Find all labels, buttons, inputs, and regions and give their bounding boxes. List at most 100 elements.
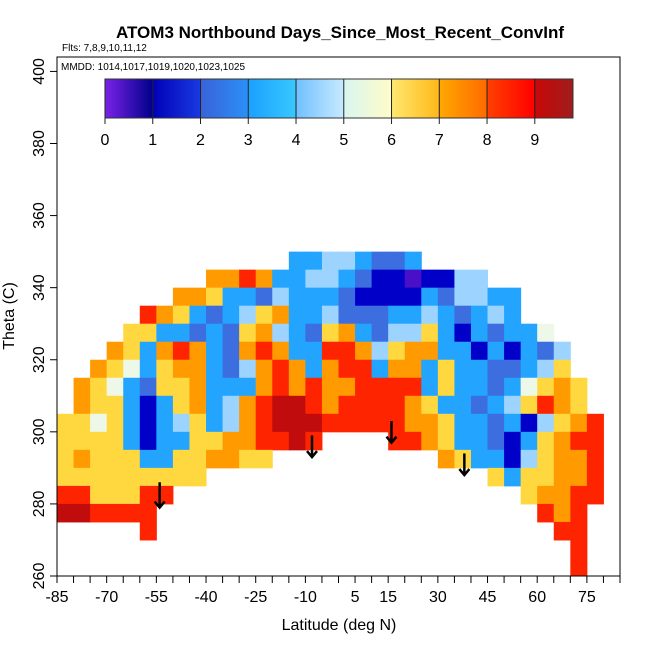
colorbar-bin: [152, 79, 201, 118]
heatmap-cell: [321, 341, 339, 361]
heatmap-cell: [189, 449, 207, 469]
heatmap-cell: [437, 305, 455, 325]
heatmap-cell: [553, 521, 571, 541]
heatmap-cell: [106, 467, 124, 487]
heatmap-cell: [454, 305, 472, 325]
heatmap-cell: [172, 305, 190, 325]
heatmap-cell: [222, 287, 240, 307]
heatmap-cell: [255, 323, 273, 343]
heatmap-cell: [255, 449, 273, 469]
heatmap-cell: [206, 287, 224, 307]
colorbar-bin: [200, 79, 249, 118]
heatmap-cell: [272, 413, 290, 433]
heatmap-cell: [437, 323, 455, 343]
heatmap-cell: [487, 431, 505, 451]
heatmap-cell: [520, 359, 538, 379]
heatmap-cell: [206, 377, 224, 397]
heatmap-cell: [537, 467, 555, 487]
arrow-head: [153, 500, 166, 510]
heatmap-cell: [537, 413, 555, 433]
heatmap-cell: [239, 323, 257, 343]
heatmap-cell: [123, 323, 141, 343]
heatmap-cell: [189, 359, 207, 379]
heatmap-cell: [73, 431, 91, 451]
heatmap-cell: [206, 395, 224, 415]
heatmap-cell: [355, 395, 373, 415]
heatmap-cell: [371, 341, 389, 361]
heatmap-cell: [305, 251, 323, 271]
heatmap-cell: [454, 359, 472, 379]
heatmap-cell: [355, 287, 373, 307]
heatmap-cell: [272, 431, 290, 451]
heatmap-cell: [321, 413, 339, 433]
heatmap-cell: [388, 377, 406, 397]
heatmap-cell: [355, 305, 373, 325]
heatmap-cell: [288, 359, 306, 379]
heatmap-cell: [586, 413, 604, 433]
heatmap-cell: [305, 305, 323, 325]
heatmap-cell: [388, 287, 406, 307]
heatmap-cell: [139, 521, 157, 541]
heatmap-cell: [321, 269, 339, 289]
heatmap-cell: [73, 395, 91, 415]
heatmap-cell: [90, 485, 108, 505]
heatmap-cell: [371, 287, 389, 307]
heatmap-cell: [189, 431, 207, 451]
x-tick-label: -40: [194, 589, 217, 606]
heatmap-cell: [470, 305, 489, 325]
y-tick-label: 400: [31, 58, 48, 85]
heatmap-cell: [123, 431, 141, 451]
flights-subtitle: Flts: 7,8,9,10,11,12: [62, 43, 147, 54]
heatmap-cell: [123, 485, 141, 505]
heatmap-cell: [388, 251, 406, 271]
y-tick-label: 300: [31, 418, 48, 445]
heatmap-cell: [156, 395, 174, 415]
heatmap-cell: [338, 359, 356, 379]
heatmap-cell: [239, 431, 257, 451]
heatmap-cell: [288, 287, 306, 307]
heatmap-cell: [371, 359, 389, 379]
heatmap-cell: [338, 287, 356, 307]
heatmap-cell: [504, 467, 522, 487]
heatmap-cell: [454, 377, 472, 397]
heatmap-cell: [305, 377, 323, 397]
heatmap-cell: [206, 413, 224, 433]
heatmap-cell: [73, 467, 91, 487]
heatmap-cell: [189, 341, 207, 361]
heatmap-cell: [239, 377, 257, 397]
heatmap-cell: [272, 269, 290, 289]
heatmap-cell: [73, 485, 91, 505]
heatmap-cell: [537, 341, 555, 361]
heatmap-cell: [272, 341, 290, 361]
heatmap-cell: [156, 359, 174, 379]
heatmap-cell: [239, 449, 257, 469]
heatmap-cell: [586, 431, 604, 451]
heatmap-cell: [272, 287, 290, 307]
heatmap-cell: [437, 431, 455, 451]
heatmap-cell: [355, 359, 373, 379]
heatmap-cell: [288, 305, 306, 325]
heatmap-cell: [139, 449, 157, 469]
heatmap-cell: [570, 431, 588, 451]
heatmap-cell: [305, 359, 323, 379]
heatmap-cell: [470, 413, 489, 433]
heatmap-cell: [255, 287, 273, 307]
heatmap-cell: [73, 413, 91, 433]
colorbar-tick-label: 5: [339, 132, 348, 149]
heatmap-cell: [504, 395, 522, 415]
heatmap-cell: [454, 449, 472, 469]
heatmap-cell: [106, 431, 124, 451]
heatmap-cell: [172, 431, 190, 451]
x-tick-label: -25: [244, 589, 267, 606]
heatmap-cell: [305, 323, 323, 343]
heatmap-cell: [388, 323, 406, 343]
heatmap-cell: [520, 485, 538, 505]
heatmap-cell: [90, 503, 108, 523]
heatmap-cell: [454, 413, 472, 433]
heatmap-cell: [106, 395, 124, 415]
heatmap-cell: [189, 413, 207, 433]
heatmap-cell: [222, 359, 240, 379]
heatmap-cell: [504, 413, 522, 433]
heatmap-cell: [388, 269, 406, 289]
heatmap-cell: [222, 431, 240, 451]
